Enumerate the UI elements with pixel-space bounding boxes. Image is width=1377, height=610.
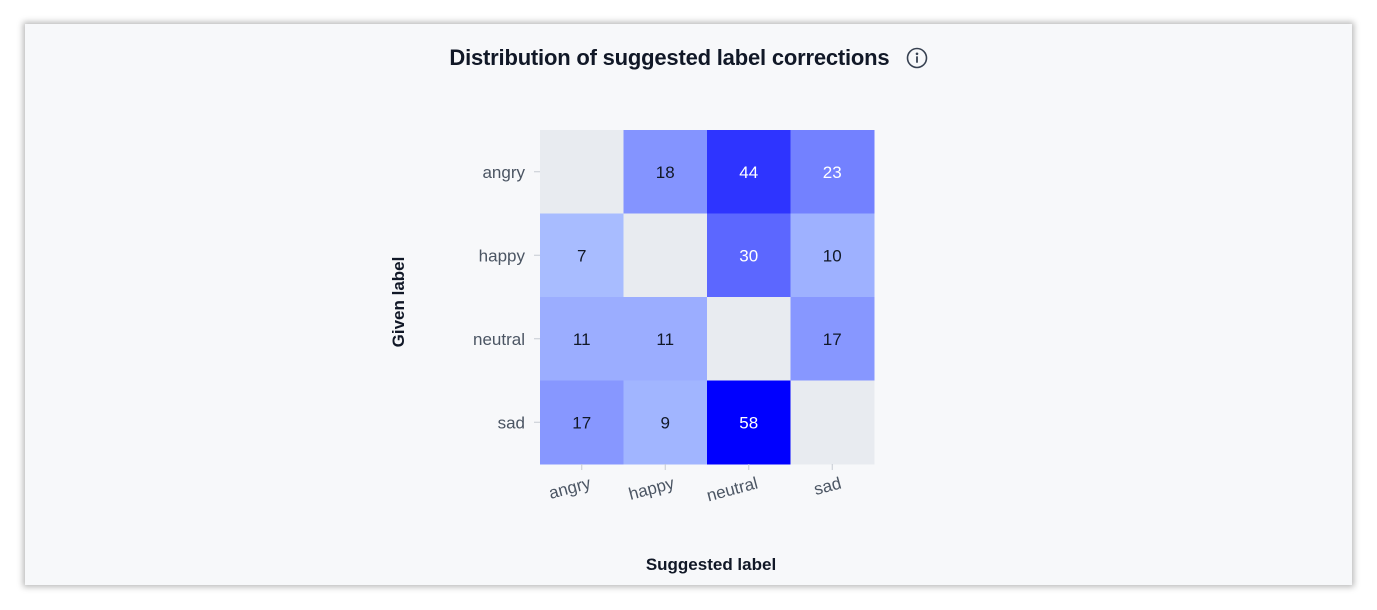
heatmap-cell-sad-angry[interactable] bbox=[540, 380, 624, 465]
heatmap-cell-happy-angry[interactable] bbox=[540, 213, 624, 298]
x-axis: angry happy neutral sad bbox=[547, 464, 843, 505]
y-tick-label: angry bbox=[482, 163, 525, 182]
cell-value-label: 18 bbox=[656, 163, 675, 182]
y-tick-label: neutral bbox=[473, 330, 525, 349]
heatmap-cell-neutral-neutral[interactable] bbox=[707, 297, 791, 381]
heatmap-cell-sad-sad[interactable] bbox=[790, 380, 875, 465]
cell-value-label: 11 bbox=[656, 330, 674, 349]
chart-title: Distribution of suggested label correcti… bbox=[449, 45, 890, 71]
heatmap-cells: 18 44 23 7 30 10 11 11 17 17 9 58 bbox=[540, 130, 875, 465]
y-axis: angry happy neutral sad bbox=[473, 163, 540, 432]
heatmap-cell-angry-angry[interactable] bbox=[540, 130, 624, 214]
cell-value-label: 7 bbox=[577, 246, 586, 265]
heatmap-cell-sad-neutral[interactable] bbox=[707, 380, 791, 465]
heatmap-cell-happy-neutral[interactable] bbox=[707, 213, 791, 298]
cell-value-label: 58 bbox=[739, 413, 758, 432]
cell-value-label: 10 bbox=[823, 246, 842, 265]
chart-header: Distribution of suggested label correcti… bbox=[0, 44, 1377, 71]
heatmap-cell-neutral-happy[interactable] bbox=[623, 297, 708, 381]
heatmap-cell-happy-happy[interactable] bbox=[623, 213, 708, 298]
heatmap-cell-angry-happy[interactable] bbox=[623, 130, 708, 214]
y-tick-label: happy bbox=[479, 246, 526, 265]
heatmap-cell-neutral-sad[interactable] bbox=[790, 297, 875, 381]
cell-value-label: 30 bbox=[739, 246, 758, 265]
y-axis-title: Given label bbox=[389, 257, 408, 348]
info-icon[interactable] bbox=[906, 47, 928, 69]
heatmap-cell-sad-happy[interactable] bbox=[623, 380, 708, 465]
x-tick-label: angry bbox=[547, 473, 593, 502]
cell-value-label: 17 bbox=[823, 330, 842, 349]
cell-value-label: 17 bbox=[572, 413, 591, 432]
heatmap-cell-neutral-angry[interactable] bbox=[540, 297, 624, 381]
y-tick-label: sad bbox=[498, 413, 525, 432]
cell-value-label: 11 bbox=[573, 330, 591, 349]
heatmap-cell-angry-neutral[interactable] bbox=[707, 130, 791, 214]
heatmap-cell-happy-sad[interactable] bbox=[790, 213, 875, 298]
cell-value-label: 9 bbox=[661, 413, 670, 432]
x-tick-label: neutral bbox=[705, 474, 760, 506]
cell-value-label: 23 bbox=[823, 163, 842, 182]
x-tick-label: happy bbox=[627, 473, 677, 503]
cell-value-label: 44 bbox=[739, 163, 758, 182]
x-axis-title: Suggested label bbox=[646, 555, 776, 574]
x-tick-label: sad bbox=[812, 474, 843, 499]
heatmap-cell-angry-sad[interactable] bbox=[790, 130, 875, 214]
